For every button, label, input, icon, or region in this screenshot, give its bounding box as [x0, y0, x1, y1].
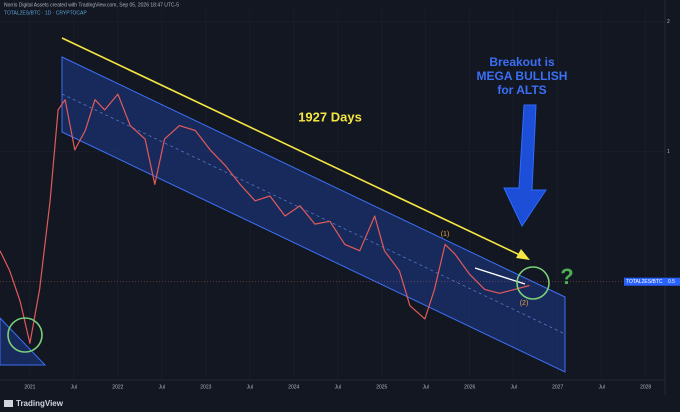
channel-midline [61, 93, 566, 335]
logo [4, 400, 13, 407]
days-label: 1927 Days [298, 109, 362, 124]
price-line [0, 93, 530, 344]
x-tick-label: 2025 [376, 384, 387, 390]
channel [61, 56, 566, 373]
breakout-text: Breakout is [489, 55, 555, 69]
price-tag-value: 0.5 [668, 279, 675, 285]
symbol-line: TOTAL2ES/BTC · 1D · CRYPTOCAP [4, 10, 87, 16]
question-mark: ? [560, 264, 573, 289]
x-tick-label: Jul [71, 384, 77, 390]
x-tick-label: 2024 [288, 384, 299, 390]
y-tick-label: 1 [667, 149, 670, 155]
channel-left [0, 317, 47, 366]
x-tick-label: Jul [511, 384, 517, 390]
price-layer [0, 93, 665, 344]
x-tick-label: Jul [247, 384, 253, 390]
footer: TradingView [16, 399, 64, 408]
x-tick-label: Jul [159, 384, 165, 390]
yellow-arrowhead [516, 249, 530, 260]
green-circle [7, 317, 43, 353]
breakout-text: for ALTS [497, 83, 546, 97]
x-tick-label: 2022 [112, 384, 123, 390]
blue-arrow [503, 104, 547, 228]
header: Norris Digital Assets created with Tradi… [4, 2, 179, 8]
x-tick-label: 2026 [464, 384, 475, 390]
y-tick-label: 2 [667, 19, 670, 25]
price-tag-name: TOTAL2ES/BTC [626, 279, 663, 285]
wave-label: (2) [520, 300, 529, 307]
x-tick-label: 2021 [24, 384, 35, 390]
footer-bar [0, 395, 680, 412]
price-tag-bg [624, 277, 680, 286]
x-tick-label: 2027 [552, 384, 563, 390]
x-tick-label: Jul [335, 384, 341, 390]
x-tick-label: Jul [598, 384, 604, 390]
wave-label: (1) [441, 231, 450, 238]
breakout-text: MEGA BULLISH [477, 69, 568, 83]
green-circle [516, 266, 550, 300]
yellow-arrow [61, 37, 523, 257]
x-tick-label: Jul [423, 384, 429, 390]
x-tick-label: 2028 [640, 384, 651, 390]
x-tick-label: 2023 [200, 384, 211, 390]
